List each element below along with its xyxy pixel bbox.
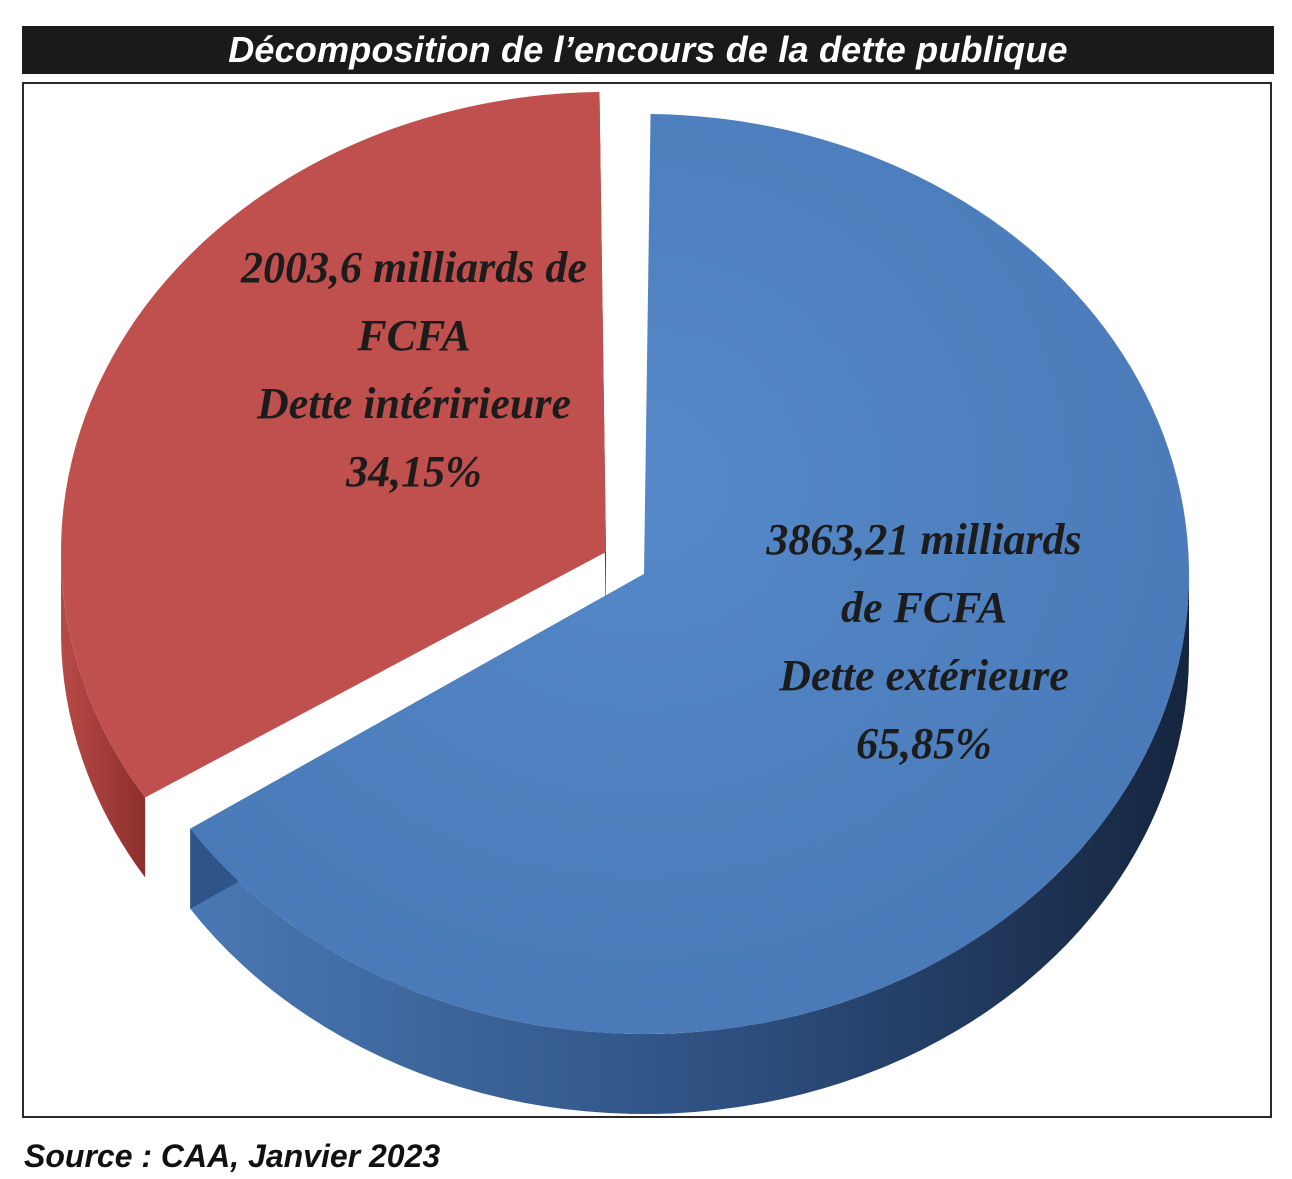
label-dette-interieure-line-4: 34,15%	[345, 447, 482, 496]
slice-dette-interieure-side	[61, 552, 146, 878]
source-note: Source : CAA, Janvier 2023	[24, 1138, 441, 1174]
label-dette-exterieure-line-2: de FCFA	[841, 583, 1007, 632]
label-dette-interieure-line-2: FCFA	[356, 311, 470, 360]
pie-chart: 3863,21 milliards de FCFA Dette extérieure…	[61, 92, 1189, 1114]
label-dette-exterieure-line-3: Dette extérieure	[778, 651, 1069, 700]
label-dette-interieure-line-1: 2003,6 milliards de	[240, 243, 587, 292]
chart-title: Décomposition de l’encours de la dette p…	[22, 26, 1274, 74]
label-dette-exterieure-line-4: 65,85%	[856, 719, 992, 768]
label-dette-interieure-line-3: Dette intéririeure	[256, 379, 571, 428]
slice-dette-exterieure-side	[190, 574, 1189, 1114]
slice-dette-exterieure	[190, 114, 1189, 1034]
slice-dette-interieure	[61, 92, 607, 798]
chart-frame: 3863,21 milliards de FCFA Dette extérieure…	[22, 82, 1272, 1118]
label-dette-exterieure-line-1: 3863,21 milliards	[765, 515, 1081, 564]
